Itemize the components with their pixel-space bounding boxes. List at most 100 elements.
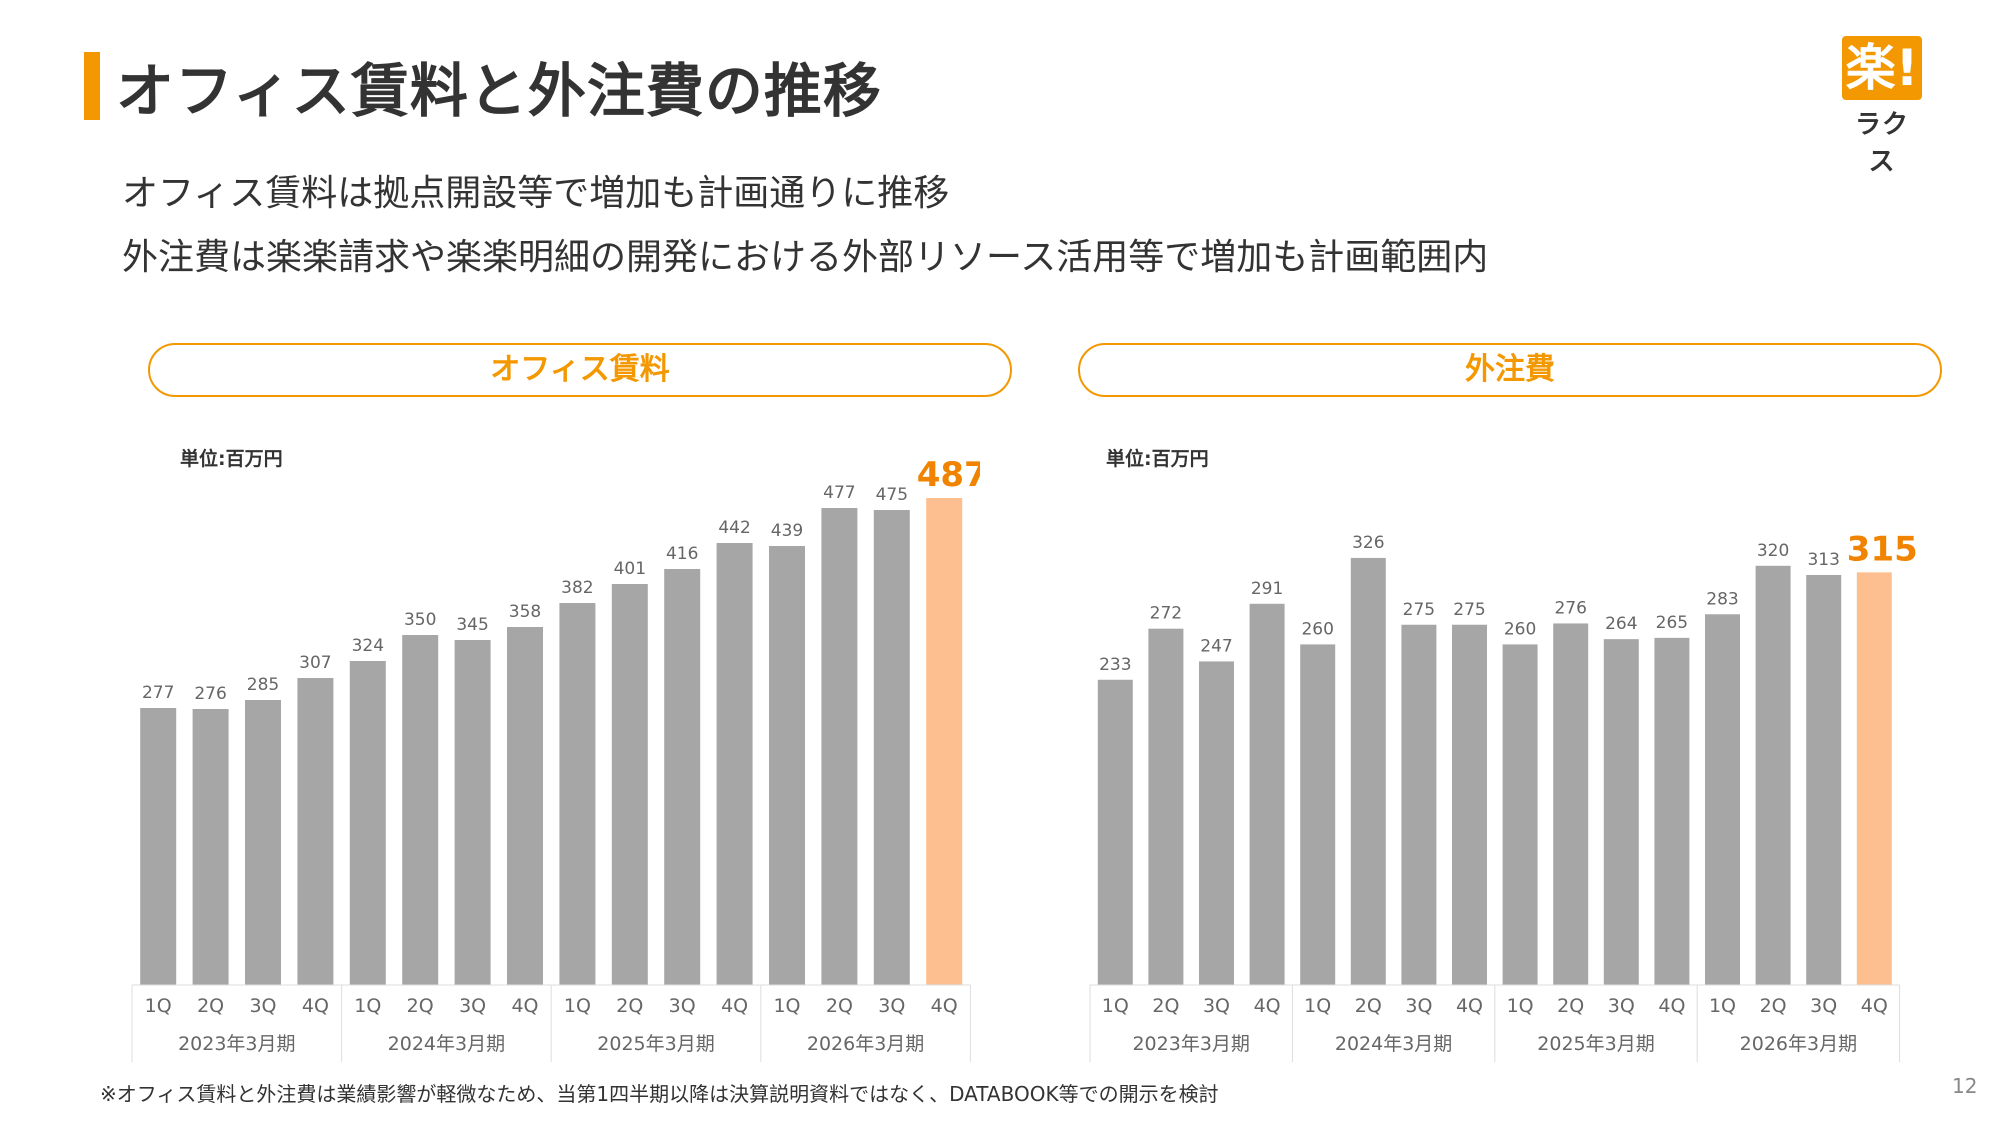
data-label: 291	[1251, 579, 1283, 599]
bar-2025年3月期-2Q	[611, 584, 648, 985]
quarter-tick-label: 2Q	[1355, 995, 1382, 1017]
logo-mark: 楽!	[1842, 36, 1922, 100]
quarter-tick-label: 1Q	[564, 995, 591, 1017]
fiscal-period-label: 2024年3月期	[1335, 1033, 1452, 1055]
quarter-tick-label: 1Q	[1304, 995, 1331, 1017]
bar-2025年3月期-1Q	[1502, 644, 1538, 985]
quarter-tick-label: 2Q	[197, 995, 224, 1017]
quarter-tick-label: 4Q	[931, 995, 958, 1017]
data-label: 401	[614, 559, 646, 579]
quarter-tick-label: 3Q	[1203, 995, 1230, 1017]
bar-2023年3月期-4Q	[1249, 603, 1285, 985]
bar-2024年3月期-4Q	[1452, 624, 1487, 985]
quarter-tick-label: 3Q	[459, 995, 486, 1017]
data-label: 442	[718, 518, 750, 538]
bar-2025年3月期-4Q	[716, 543, 753, 985]
fiscal-period-label: 2026年3月期	[1740, 1033, 1857, 1055]
logo-text: ラクス	[1854, 110, 1909, 177]
quarter-tick-label: 2Q	[1557, 995, 1584, 1017]
quarter-tick-label: 3Q	[1810, 995, 1837, 1017]
data-label: 416	[666, 544, 698, 564]
quarter-tick-label: 1Q	[773, 995, 800, 1017]
unit-label-office-rent: 単位:百万円	[180, 448, 283, 470]
quarter-tick-label: 4Q	[1658, 995, 1685, 1017]
unit-label-outsourcing: 単位:百万円	[1106, 448, 1209, 470]
fiscal-period-label: 2023年3月期	[1132, 1033, 1249, 1055]
bar-2024年3月期-1Q	[1300, 644, 1336, 985]
bar-2026年3月期-2Q	[1755, 565, 1791, 985]
bar-2026年3月期-1Q	[1705, 614, 1740, 985]
data-label: 382	[561, 578, 593, 598]
bar-2023年3月期-4Q	[297, 678, 334, 985]
data-label: 283	[1706, 589, 1738, 609]
office-rent-bar-chart: 277 276 285 307 324 350 345 358 382 401 416 442 439 4…	[131, 455, 980, 1062]
bar-2023年3月期-1Q	[140, 708, 177, 985]
data-label: 276	[194, 684, 226, 704]
bar-2024年3月期-1Q	[349, 661, 386, 985]
data-label: 265	[1656, 613, 1688, 633]
bar-2024年3月期-3Q	[1401, 624, 1437, 985]
quarter-tick-label: 3Q	[669, 995, 696, 1017]
quarter-tick-label: 1Q	[145, 995, 172, 1017]
subtitle-line-2: 外注費は楽楽請求や楽楽明細の開発における外部リソース活用等で増加も計画範囲内	[122, 237, 1489, 278]
title-accent-bar	[84, 52, 100, 120]
quarter-tick-label: 4Q	[1456, 995, 1483, 1017]
data-label: 233	[1099, 655, 1131, 675]
quarter-tick-label: 2Q	[1760, 995, 1787, 1017]
page-number: 12	[1952, 1074, 1978, 1098]
chart-title-pill-outsourcing: 外注費	[1078, 343, 1942, 397]
footnote: ※オフィス賃料と外注費は業績影響が軽微なため、当第1四半期以降は決算説明資料では…	[100, 1082, 1219, 1106]
data-label: 264	[1605, 614, 1637, 634]
bar-2023年3月期-1Q	[1097, 679, 1133, 985]
bar-2026年3月期-3Q	[1806, 574, 1842, 985]
quarter-tick-label: 2Q	[407, 995, 434, 1017]
outsourcing-bar-chart: 233 272 247 291 260 326 275 275 260 276 264 265 283 3…	[1089, 529, 1918, 1062]
bar-2024年3月期-2Q	[402, 635, 439, 985]
bar-2025年3月期-4Q	[1654, 637, 1690, 985]
quarter-tick-label: 1Q	[1709, 995, 1736, 1017]
data-label: 475	[876, 485, 908, 505]
bar-2024年3月期-2Q	[1350, 557, 1386, 985]
bar-2023年3月期-2Q	[1148, 628, 1184, 985]
bar-2024年3月期-4Q	[507, 627, 543, 985]
data-label: 487	[917, 455, 980, 495]
bar-2026年3月期-4Q	[926, 498, 963, 985]
quarter-tick-label: 4Q	[511, 995, 538, 1017]
chart-title-pill-office-rent: オフィス賃料	[148, 343, 1012, 397]
quarter-tick-label: 3Q	[878, 995, 905, 1017]
data-label: 439	[771, 521, 803, 541]
bar-2025年3月期-3Q	[664, 569, 701, 985]
data-label: 285	[247, 675, 279, 695]
data-label: 272	[1150, 604, 1182, 624]
fiscal-period-label: 2026年3月期	[807, 1033, 924, 1055]
data-label: 276	[1554, 598, 1586, 618]
fiscal-period-label: 2023年3月期	[178, 1033, 295, 1055]
bar-2025年3月期-2Q	[1553, 623, 1589, 985]
quarter-tick-label: 4Q	[1861, 995, 1888, 1017]
data-label: 275	[1453, 600, 1485, 620]
data-label: 275	[1403, 600, 1435, 620]
data-label: 350	[404, 610, 436, 630]
bar-2026年3月期-1Q	[769, 546, 805, 985]
bar-2025年3月期-3Q	[1603, 639, 1639, 985]
quarter-tick-label: 3Q	[249, 995, 276, 1017]
data-label: 345	[456, 615, 488, 635]
quarter-tick-label: 2Q	[616, 995, 643, 1017]
data-label: 260	[1504, 619, 1536, 639]
data-label: 358	[509, 602, 541, 622]
fiscal-period-label: 2025年3月期	[1537, 1033, 1654, 1055]
data-label: 477	[823, 483, 855, 503]
data-label: 315	[1847, 529, 1918, 569]
rakus-logo: 楽! ラクス	[1842, 36, 1922, 178]
subtitle-line-1: オフィス賃料は拠点開設等で増加も計画通りに推移	[122, 173, 950, 214]
bar-2026年3月期-2Q	[821, 508, 858, 985]
bar-2026年3月期-4Q	[1856, 572, 1892, 985]
data-label: 277	[142, 683, 174, 703]
bar-2026年3月期-3Q	[873, 510, 910, 985]
data-label: 324	[352, 636, 384, 656]
data-label: 326	[1352, 533, 1384, 553]
quarter-tick-label: 4Q	[721, 995, 748, 1017]
data-label: 320	[1757, 541, 1789, 561]
page-title: オフィス賃料と外注費の推移	[116, 57, 882, 125]
data-label: 247	[1200, 636, 1232, 656]
